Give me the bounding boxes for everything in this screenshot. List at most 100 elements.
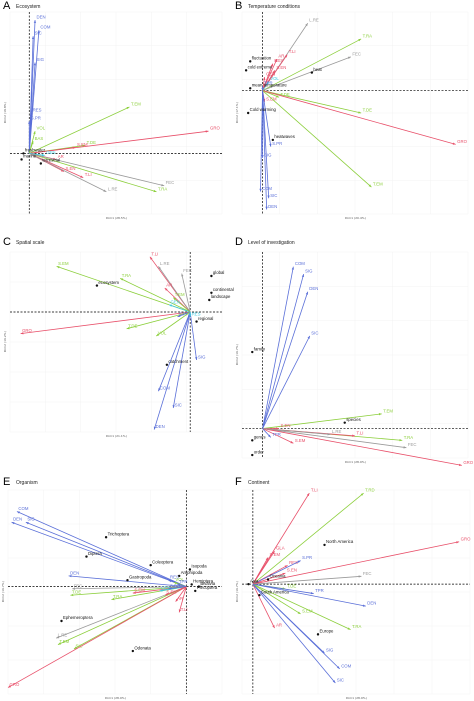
vector-arrowhead xyxy=(276,427,279,430)
vector-label: T.LI xyxy=(357,430,364,435)
loading-vector xyxy=(252,492,364,585)
vector-arrowhead xyxy=(305,291,308,295)
panel-f-letter: F xyxy=(235,476,242,488)
category-label: Europe xyxy=(320,629,334,634)
panel-c: C Spatial scale T.LI L.RE S.EM T.RA AR FEC T.E… xyxy=(0,236,234,468)
category-point xyxy=(178,574,181,578)
panel-d-title: Level of investigation xyxy=(248,240,295,246)
loading-vector xyxy=(153,311,191,430)
vector-label: T.LI xyxy=(289,49,296,54)
category-label: Oceania xyxy=(270,574,287,579)
loading-vector xyxy=(262,56,352,91)
vector-arrowhead xyxy=(33,62,37,66)
x-axis-label: Dim1 (28.5%) xyxy=(106,216,127,220)
vector-label: VOL xyxy=(175,577,184,582)
vector-label: L.RE xyxy=(160,261,170,266)
vector-label: VOL xyxy=(37,126,46,131)
x-axis-label: Dim1 (20.4%) xyxy=(345,216,366,220)
vector-label: S.EM xyxy=(77,142,88,147)
vector-label: S.PR xyxy=(272,141,282,146)
category-point xyxy=(208,298,211,302)
vector-arrowhead xyxy=(56,266,60,269)
category-point xyxy=(249,60,252,63)
panel-c-chart: T.LIL.RE S.EM T.RA AR FEC T.EM GEN GRO T.DE S.PR V… xyxy=(3,251,234,438)
vector-arrowhead xyxy=(111,597,115,601)
panel-d-letter: D xyxy=(235,236,243,248)
vector-arrowhead xyxy=(80,175,84,178)
vector-label: GRO xyxy=(457,139,467,144)
loading-vector xyxy=(262,273,305,429)
vector-label: T.RA xyxy=(158,186,167,191)
vector-label: SIG xyxy=(326,648,334,653)
category-point xyxy=(343,421,346,424)
category-point xyxy=(266,578,270,581)
loading-vector xyxy=(260,90,263,192)
vector-arrowhead xyxy=(175,598,179,602)
vector-label: COM xyxy=(295,261,305,266)
vector-arrowhead xyxy=(265,206,268,210)
panel-a-letter: A xyxy=(3,0,11,12)
vector-label: COM xyxy=(341,663,351,668)
loading-vector xyxy=(252,492,310,585)
vector-label: COM xyxy=(40,25,50,30)
category-point xyxy=(22,152,25,155)
panel-c-letter: C xyxy=(3,236,11,248)
vector-arrowhead xyxy=(158,388,161,392)
vector-arrowhead xyxy=(31,36,35,40)
vector-label: VOL xyxy=(158,331,167,336)
loading-vector xyxy=(262,335,311,429)
vector-label: GEN xyxy=(46,150,55,155)
vector-label: DEN xyxy=(309,286,318,291)
x-axis-label: Dim1 (28.9%) xyxy=(346,696,367,700)
category-label: mean temperature xyxy=(252,83,288,88)
category-label: Diptera xyxy=(88,551,102,556)
category-point xyxy=(271,138,275,142)
vector-label: AR xyxy=(166,283,172,288)
loading-vector xyxy=(252,583,301,615)
loading-vector xyxy=(262,90,362,114)
vector-arrowhead xyxy=(284,565,288,568)
vector-arrowhead xyxy=(270,63,273,67)
loading-vector xyxy=(189,311,197,361)
vector-arrowhead xyxy=(297,560,301,563)
vector-label: VOL xyxy=(270,76,279,81)
vector-label: TPR xyxy=(264,81,273,86)
vector-label: S.PR xyxy=(302,555,312,560)
vector-arrowhead xyxy=(263,77,266,80)
vector-label: T.DE xyxy=(87,140,96,145)
vector-label: GLA xyxy=(276,546,285,551)
loading-vector xyxy=(56,586,187,639)
loading-vector xyxy=(56,266,191,313)
vector-label: FEC xyxy=(166,180,175,185)
vector-label: COM xyxy=(18,506,28,511)
category-label: Asia xyxy=(250,578,259,583)
category-point xyxy=(249,87,252,90)
vector-arrowhead xyxy=(307,335,310,339)
loading-vector xyxy=(262,428,462,466)
vector-label: S.EM xyxy=(270,552,281,557)
x-axis-label: Dim1 (28.9%) xyxy=(345,460,366,464)
vector-arrowhead xyxy=(305,23,308,27)
loading-vector xyxy=(252,583,366,607)
loading-vector xyxy=(11,521,187,588)
category-label: heatwaves xyxy=(274,134,295,139)
vector-label: SIC xyxy=(75,643,82,648)
vector-arrowhead xyxy=(177,583,181,587)
category-label: cold extreme xyxy=(248,65,273,70)
vector-label: TPR xyxy=(179,579,188,584)
vector-label: SIG xyxy=(305,269,313,274)
vector-arrowhead xyxy=(268,434,271,438)
panel-b-chart: L.RET.RAFECT.LIARRESS.ENGENVOLTPRS.EMT.D… xyxy=(235,11,469,220)
vector-label: T.LI xyxy=(311,488,318,493)
vector-label: TPR xyxy=(315,588,324,593)
vector-arrowhead xyxy=(149,256,153,260)
vector-arrowhead xyxy=(352,434,355,437)
vector-label: T.RA xyxy=(122,273,131,278)
loading-vector xyxy=(262,63,274,91)
category-label: heat xyxy=(313,67,322,72)
vector-label: S.PR xyxy=(179,311,189,316)
vector-label: FEC xyxy=(408,442,417,447)
vector-label: DEN xyxy=(37,15,46,20)
vector-label: T.DE xyxy=(287,583,296,588)
